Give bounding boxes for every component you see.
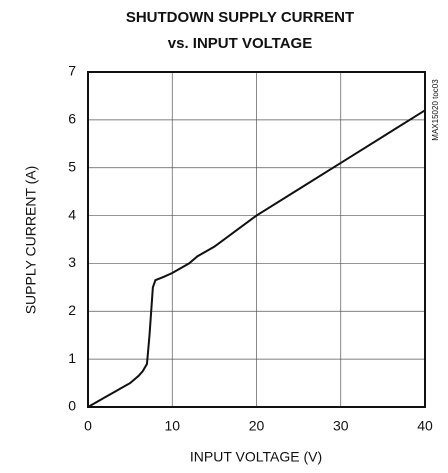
- chart-title: vs. INPUT VOLTAGE: [168, 35, 312, 52]
- chart-title: SHUTDOWN SUPPLY CURRENT: [126, 9, 354, 26]
- y-axis-label: SUPPLY CURRENT (A): [23, 166, 39, 315]
- x-tick-label: 30: [333, 418, 349, 434]
- x-axis-label: INPUT VOLTAGE (V): [190, 449, 322, 465]
- y-tick-label: 3: [68, 254, 76, 270]
- x-tick-label: 40: [417, 418, 433, 434]
- x-tick-label: 10: [164, 418, 180, 434]
- plot-frame: [87, 71, 426, 408]
- y-tick-label: 4: [68, 206, 76, 222]
- x-tick-label: 0: [84, 418, 92, 434]
- y-tick-label: 5: [68, 158, 76, 174]
- y-tick-label: 6: [68, 111, 76, 127]
- data-line: [87, 109, 426, 408]
- y-tick-label: 1: [68, 350, 76, 366]
- annotation: MAX15020 toc03: [431, 79, 440, 141]
- y-tick-label: 7: [68, 63, 76, 79]
- y-tick-label: 0: [68, 398, 76, 414]
- y-tick-label: 2: [68, 302, 76, 318]
- x-tick-label: 20: [249, 418, 265, 434]
